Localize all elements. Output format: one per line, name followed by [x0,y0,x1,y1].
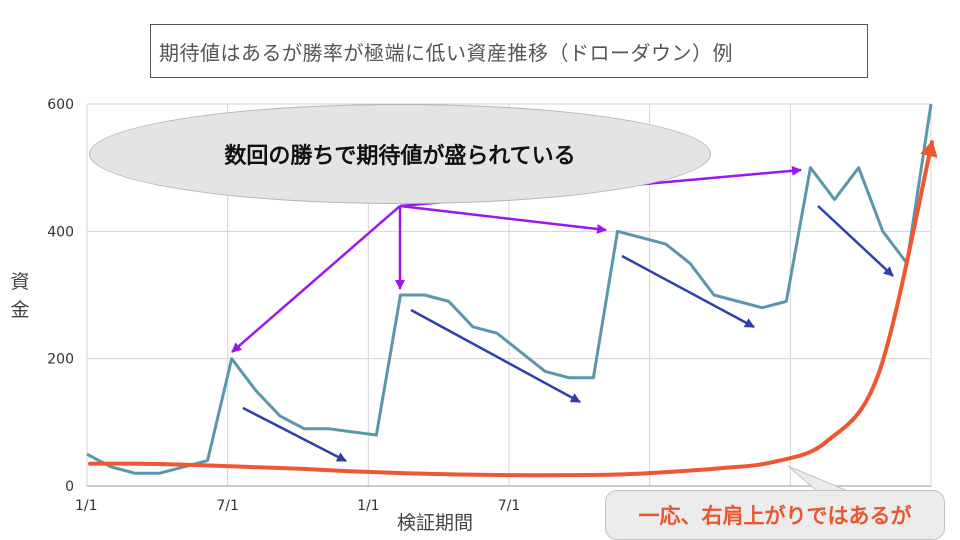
x-tick-label: 1/1 [75,498,98,514]
y-tick-label: 600 [47,97,74,113]
uptrend-callout: 一応、右肩上がりではあるが [605,490,945,540]
drawdown-arrow [242,406,347,463]
x-tick-label: 7/1 [498,498,521,514]
win-pointer-arrow [231,205,401,353]
win-annotation-bubble: 数回の勝ちで期待値が盛られている [89,104,711,204]
drawdown-arrow [621,254,755,329]
trend-curve [88,140,938,478]
x-tick-label: 1/1 [357,498,380,514]
x-axis-label: 検証期間 [396,512,473,534]
y-axis-label: 資金 [10,271,30,321]
drawdown-arrow [410,308,581,404]
capital-series-line [86,103,933,475]
chart-title: 期待値はあるが勝率が極端に低い資産推移（ドローダウン）例 [150,24,868,78]
callout-pointer [787,465,851,493]
win-pointer-arrow [399,204,607,234]
axis-ticks: 0 200 400 600 1/1 7/1 1/1 7/1 [47,97,520,514]
y-tick-label: 0 [65,479,74,495]
y-tick-label: 400 [47,224,74,240]
drawdown-arrow [817,205,894,277]
annotation-arrows [231,165,894,493]
y-tick-label: 200 [47,352,74,368]
series-lines [86,103,938,478]
x-tick-label: 7/1 [216,498,239,514]
